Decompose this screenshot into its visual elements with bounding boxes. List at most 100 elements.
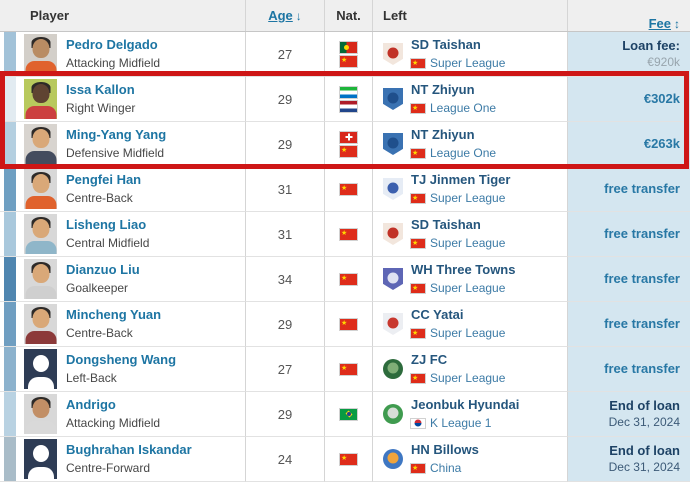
player-photo[interactable]: [24, 304, 57, 344]
column-header-nat: Nat.: [336, 8, 361, 23]
player-position: Central Midfield: [66, 235, 150, 250]
age-value: 29: [277, 316, 293, 332]
player-name-link[interactable]: Issa Kallon: [66, 82, 135, 98]
table-row: Dianzuo Liu Goalkeeper 34 ★ WH Three Tow…: [0, 257, 690, 302]
league-link[interactable]: League One: [430, 145, 497, 160]
player-name-link[interactable]: Lisheng Liao: [66, 217, 147, 233]
player-name-link[interactable]: Dongsheng Wang: [66, 352, 177, 368]
row-gutter: [0, 212, 4, 257]
player-photo[interactable]: [24, 169, 57, 209]
player-info: Andrigo Attacking Midfield: [66, 397, 160, 429]
league-link[interactable]: Super League: [430, 55, 506, 70]
avatar-head: [32, 445, 49, 462]
club-link[interactable]: ZJ FC: [411, 352, 448, 368]
club-link[interactable]: SD Taishan: [411, 217, 481, 233]
player-photo[interactable]: [24, 124, 57, 164]
flag-china-icon: ★: [411, 373, 425, 383]
column-header-left: Left: [383, 8, 407, 23]
row-gutter: [0, 392, 4, 437]
club-badge-icon[interactable]: [383, 43, 403, 65]
club-badge-icon[interactable]: [383, 449, 403, 469]
player-name-link[interactable]: Ming-Yang Yang: [66, 127, 167, 143]
league-link[interactable]: Super League: [430, 235, 506, 250]
left-club-cell: NT Zhiyun ★ League One: [372, 77, 567, 122]
club-info: SD Taishan ★ Super League: [411, 217, 506, 250]
player-photo[interactable]: [24, 34, 57, 74]
club-badge-icon[interactable]: [383, 223, 403, 245]
column-header-fee-cell: Fee ↕: [567, 0, 690, 31]
player-name-link[interactable]: Pedro Delgado: [66, 37, 158, 53]
player-name-link[interactable]: Pengfei Han: [66, 172, 142, 188]
fee-cell: free transfer: [567, 302, 690, 347]
flag-china-icon: ★: [411, 328, 425, 338]
club-link[interactable]: NT Zhiyun: [411, 82, 475, 98]
club-badge-icon[interactable]: [383, 359, 403, 379]
column-header-fee[interactable]: Fee ↕: [648, 16, 680, 31]
flag-portugal-icon: [340, 41, 357, 53]
league-link[interactable]: Super League: [430, 190, 506, 205]
flag-china-icon: ★: [340, 363, 357, 375]
club-link[interactable]: HN Billows: [411, 442, 479, 458]
player-position: Attacking Midfield: [66, 55, 161, 70]
league-link[interactable]: Super League: [430, 370, 506, 385]
club-link[interactable]: WH Three Towns: [411, 262, 516, 278]
flag-netherlands-icon: [340, 100, 357, 112]
club-link[interactable]: Jeonbuk Hyundai: [411, 397, 520, 413]
player-photo[interactable]: [24, 259, 57, 299]
player-photo[interactable]: [24, 79, 57, 119]
row-stripe: [4, 302, 16, 347]
league-link[interactable]: League One: [430, 100, 497, 115]
table-row: Bughrahan Iskandar Centre-Forward 24 ★ H…: [0, 437, 690, 482]
player-photo[interactable]: [24, 214, 57, 254]
flag-sierra-leone-icon: [340, 86, 357, 98]
avatar-head: [32, 39, 49, 58]
club-link[interactable]: TJ Jinmen Tiger: [411, 172, 511, 188]
age-value: 29: [277, 136, 293, 152]
league-line: ★ Super League: [411, 370, 506, 385]
fee-main: Loan fee:: [622, 38, 680, 54]
club-badge-icon[interactable]: [383, 313, 403, 335]
nationality-cell: ★: [324, 347, 372, 392]
flag-china-icon: ★: [340, 273, 357, 285]
sort-both-icon: ↕: [674, 16, 680, 31]
row-stripe: [4, 347, 16, 392]
flag-china-icon: ★: [411, 58, 425, 68]
player-photo[interactable]: [24, 394, 57, 434]
club-badge-icon[interactable]: [383, 88, 403, 110]
league-link[interactable]: Super League: [430, 280, 506, 295]
table-row: Pedro Delgado Attacking Midfield 27 ★ SD…: [0, 32, 690, 77]
player-photo[interactable]: [24, 349, 57, 389]
fee-cell: €263k: [567, 122, 690, 167]
avatar-head: [32, 84, 49, 103]
league-link[interactable]: China: [430, 460, 462, 475]
league-link[interactable]: Super League: [430, 325, 506, 340]
player-name-link[interactable]: Bughrahan Iskandar: [66, 442, 192, 458]
league-link[interactable]: K League 1: [430, 415, 492, 430]
age-cell: 27: [245, 32, 324, 77]
player-name-link[interactable]: Mincheng Yuan: [66, 307, 162, 323]
player-photo[interactable]: [24, 439, 57, 479]
fee-sub: €920k: [647, 55, 680, 70]
player-name-link[interactable]: Andrigo: [66, 397, 116, 413]
age-value: 29: [277, 91, 293, 107]
fee-main: End of loan: [609, 443, 680, 459]
club-info: CC Yatai ★ Super League: [411, 307, 506, 340]
club-link[interactable]: NT Zhiyun: [411, 127, 475, 143]
player-name-link[interactable]: Dianzuo Liu: [66, 262, 140, 278]
nationality-cell: [324, 392, 372, 437]
row-stripe: [4, 257, 16, 302]
avatar-shirt: [25, 241, 56, 254]
club-badge-icon[interactable]: [383, 268, 403, 290]
club-badge-icon[interactable]: [383, 178, 403, 200]
club-link[interactable]: CC Yatai: [411, 307, 464, 323]
age-value: 34: [277, 271, 293, 287]
left-club-cell: CC Yatai ★ Super League: [372, 302, 567, 347]
club-badge-icon[interactable]: [383, 404, 403, 424]
age-cell: 29: [245, 77, 324, 122]
column-header-age[interactable]: Age ↓: [268, 8, 302, 23]
club-link[interactable]: SD Taishan: [411, 37, 481, 53]
nationality-cell: ★: [324, 302, 372, 347]
club-info: NT Zhiyun ★ League One: [411, 127, 497, 160]
league-line: K League 1: [411, 415, 519, 430]
club-badge-icon[interactable]: [383, 133, 403, 155]
